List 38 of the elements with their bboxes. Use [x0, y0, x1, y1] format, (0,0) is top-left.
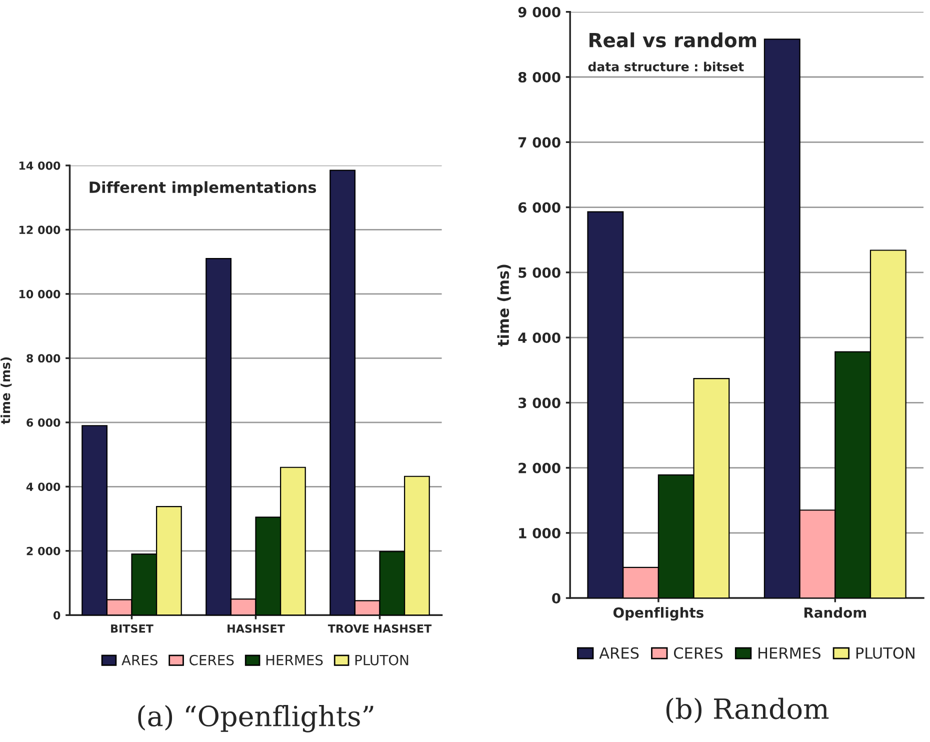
y-axis-title: time (ms): [497, 264, 511, 346]
text: Different implementations: [90, 181, 316, 196]
legend-label: ARES: [599, 647, 639, 659]
legend-label: PLUTON: [355, 654, 408, 666]
y-tick-label: 3 000: [518, 398, 560, 408]
text: (b) Random: [666, 698, 829, 724]
x-tick-label: Random: [804, 607, 866, 618]
y-tick-label: 8 000: [26, 354, 60, 363]
x-tick-label: BITSET: [111, 624, 154, 633]
y-tick-label: 5 000: [518, 267, 560, 278]
y-tick-label: 6 000: [518, 202, 560, 213]
y-tick-label: 9 000: [518, 6, 560, 18]
y-tick-label: 4 000: [26, 482, 60, 492]
legend-label: PLUTON: [856, 647, 914, 659]
x-tick-label: Openflights: [613, 607, 704, 621]
y-tick-label: 8 000: [518, 72, 560, 82]
y-tick-label: 7 000: [518, 137, 560, 148]
x-tick-label: TROVE HASHSET: [328, 624, 432, 633]
x-tick-label: HASHSET: [228, 624, 285, 633]
legend-label: CERES: [190, 654, 234, 666]
y-tick-label: 14 000: [19, 161, 60, 170]
y-tick-label: 12 000: [19, 226, 60, 234]
y-tick-label: 6 000: [26, 418, 60, 427]
legend-label: ARES: [122, 654, 158, 666]
y-axis-title: time (ms): [0, 357, 12, 424]
text: Real vs random: [590, 32, 756, 48]
y-tick-label: 0: [552, 593, 560, 604]
legend-label: HERMES: [758, 647, 820, 659]
y-tick-label: 4 000: [518, 332, 560, 343]
legend-label: HERMES: [266, 654, 323, 666]
legend-label: CERES: [674, 647, 723, 659]
y-tick-label: 0: [54, 611, 60, 620]
text: data structure : bitset: [588, 62, 744, 72]
text: (a) “Openflights”: [138, 705, 374, 732]
y-tick-label: 2 000: [518, 462, 560, 474]
y-tick-label: 1 000: [519, 528, 560, 538]
y-tick-label: 2 000: [26, 546, 60, 556]
y-tick-label: 10 000: [19, 290, 60, 298]
